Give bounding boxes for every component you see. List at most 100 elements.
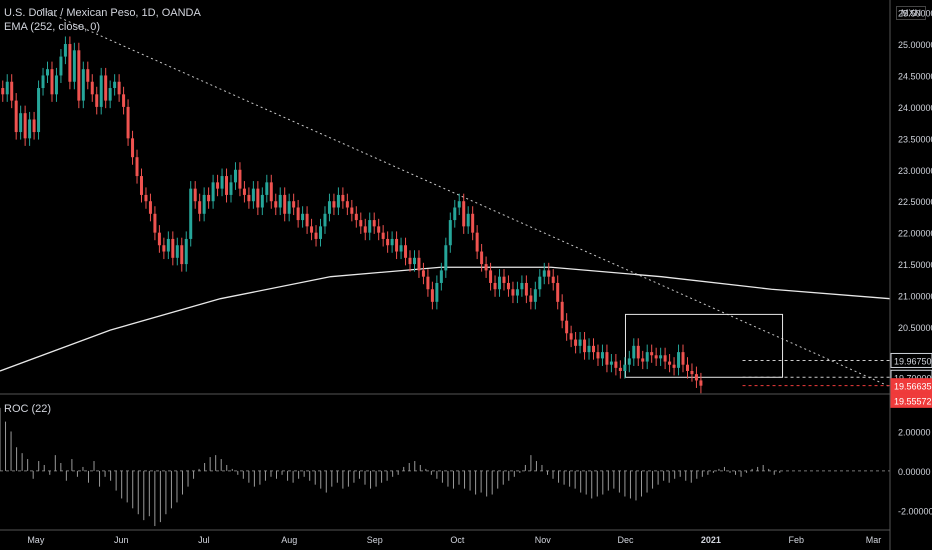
candle-body <box>193 188 197 202</box>
candle-body <box>256 188 260 208</box>
price-badge-label: 19.96750 <box>894 356 932 366</box>
chart-title: U.S. Dollar / Mexican Peso, 1D, OANDA <box>4 7 201 19</box>
ema-line <box>0 266 891 372</box>
candle-body <box>372 220 376 227</box>
candle-body <box>636 345 640 359</box>
candle-body <box>685 364 689 371</box>
candle-body <box>614 361 618 368</box>
candle-body <box>641 358 645 362</box>
candle-body <box>104 75 108 101</box>
candle-body <box>72 50 76 82</box>
candle-body <box>462 201 466 227</box>
candle-body <box>363 226 367 233</box>
month-label: 2021 <box>701 535 721 545</box>
month-label: Mar <box>866 535 882 545</box>
candle-body <box>327 201 331 214</box>
month-label: Sep <box>367 535 383 545</box>
candle-body <box>605 352 609 365</box>
candle-body <box>233 169 237 183</box>
candle-body <box>690 370 694 375</box>
candle-body <box>489 270 493 283</box>
roc-tick-label: -2.00000 <box>898 506 932 516</box>
candle-body <box>220 176 224 189</box>
month-label: Jun <box>114 535 129 545</box>
range-box <box>624 313 890 387</box>
candle-body <box>444 245 448 271</box>
candle-body <box>216 182 220 189</box>
month-label: Dec <box>617 535 634 545</box>
candle-body <box>189 188 193 239</box>
price-tick-label: 22.50000 <box>898 197 932 207</box>
candle-body <box>404 245 408 258</box>
candle-body <box>28 119 32 139</box>
roc-tick-label: 0.00000 <box>898 467 931 477</box>
candle-body <box>453 207 457 221</box>
price-tick-label: 21.50000 <box>898 260 932 270</box>
candle-body <box>359 220 363 227</box>
candle-body <box>131 138 135 158</box>
candle-body <box>623 364 627 371</box>
candle-body <box>583 339 587 353</box>
price-badge-bg <box>890 352 932 368</box>
candle-body <box>668 361 672 365</box>
price-badge: 19.55572 <box>890 392 932 408</box>
candle-body <box>54 75 58 95</box>
candle-body <box>229 182 233 195</box>
candle-body <box>627 358 631 365</box>
candle-body <box>677 352 681 368</box>
price-badge-bg <box>890 378 932 394</box>
currency-badge[interactable]: MXN <box>896 6 926 20</box>
candle-body <box>10 81 14 101</box>
candle-body <box>694 374 698 381</box>
candle-body <box>426 276 430 290</box>
candle-body <box>538 276 542 290</box>
candle-body <box>484 264 488 271</box>
candle-body <box>63 44 67 57</box>
candle-body <box>122 94 126 107</box>
price-tick-label: 23.00000 <box>898 166 932 176</box>
candle-body <box>672 364 676 368</box>
month-label: May <box>27 535 45 545</box>
candle-body <box>238 169 242 189</box>
candle-body <box>412 257 416 265</box>
price-tick-label: 20.50000 <box>898 323 932 333</box>
candle-body <box>493 282 497 290</box>
candle-body <box>90 81 94 95</box>
candle-body <box>310 226 314 233</box>
price-badge-label: 19.56635 <box>894 382 932 392</box>
ema-legend[interactable]: EMA (252, close, 0) <box>4 21 100 33</box>
candle-body <box>265 182 269 195</box>
trendline <box>41 8 891 388</box>
candle-body <box>19 113 23 133</box>
candle-body <box>354 213 358 221</box>
candle-body <box>162 245 166 252</box>
candle-body <box>283 194 287 214</box>
candle-body <box>296 207 300 221</box>
candle-body <box>439 270 443 283</box>
candle-body <box>113 81 117 89</box>
consolidation-box <box>624 313 784 378</box>
candle-body <box>305 213 309 227</box>
candle-body <box>498 276 502 290</box>
candle-body <box>148 201 152 214</box>
roc-legend[interactable]: ROC (22) <box>4 403 52 415</box>
resistance-trendline <box>41 8 891 388</box>
candle-body <box>699 380 703 386</box>
candle-body <box>166 238 170 252</box>
roc-tick-label: 2.00000 <box>898 427 931 437</box>
candle-body <box>345 201 349 208</box>
candle-body <box>319 226 323 239</box>
candle-body <box>202 194 206 214</box>
candle-body <box>99 75 103 107</box>
candle-body <box>68 44 72 82</box>
candle-body <box>207 194 211 202</box>
candle-body <box>144 194 148 202</box>
candle-body <box>547 270 551 277</box>
candle-body <box>542 270 546 277</box>
candle-body <box>77 50 81 101</box>
price-badge-label: 19.55572 <box>894 396 932 406</box>
month-label: Oct <box>450 535 465 545</box>
candle-body <box>663 355 667 362</box>
